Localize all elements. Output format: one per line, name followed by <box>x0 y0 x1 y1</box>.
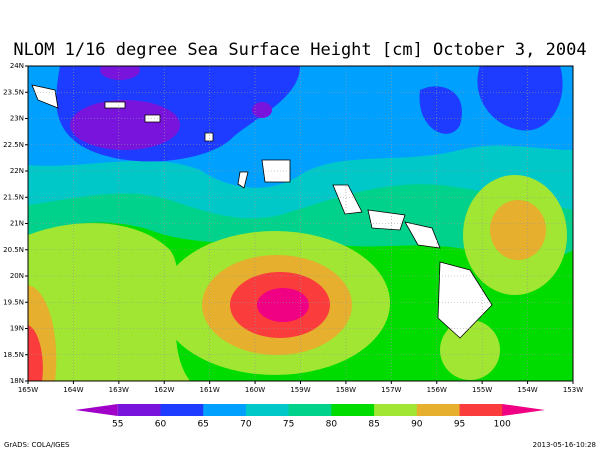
colorbar-box <box>160 404 204 416</box>
colorbar-box <box>288 404 332 416</box>
colorbar-box <box>331 404 375 416</box>
y-tick-label: 22N <box>10 167 24 175</box>
x-tick-label: 153W <box>563 386 583 394</box>
contour-fill <box>257 288 309 322</box>
colorbar-label: 80 <box>326 420 338 430</box>
y-tick-label: 24N <box>10 62 24 70</box>
x-tick-label: 157W <box>381 386 401 394</box>
colorbar-end <box>75 404 118 416</box>
contour-fill <box>70 100 180 150</box>
contour-fill <box>477 66 563 131</box>
island <box>144 114 161 123</box>
y-tick-label: 19.5N <box>3 298 24 306</box>
contour-fill <box>100 66 140 80</box>
contour-fill <box>252 102 272 118</box>
y-tick-label: 21N <box>10 220 24 228</box>
colorbar-label: 65 <box>197 420 208 430</box>
island <box>332 184 363 215</box>
footer-left: GrADS: COLA/IGES <box>4 441 70 449</box>
island <box>104 101 126 109</box>
y-tick-label: 20.5N <box>3 246 24 254</box>
x-tick-label: 161W <box>200 386 220 394</box>
x-tick-label: 155W <box>472 386 492 394</box>
colorbar-end <box>502 404 545 416</box>
y-tick-label: 18.5N <box>3 351 24 359</box>
x-tick-label: 156W <box>427 386 447 394</box>
x-tick-label: 162W <box>154 386 174 394</box>
colorbar-label: 85 <box>368 420 379 430</box>
contour-fill <box>490 200 546 260</box>
colorbar-label: 55 <box>112 420 123 430</box>
island <box>404 221 441 249</box>
island <box>261 159 291 183</box>
contour-fill <box>419 86 462 134</box>
x-tick-label: 163W <box>109 386 129 394</box>
island <box>367 209 406 231</box>
x-tick-label: 164W <box>63 386 83 394</box>
island <box>31 84 59 109</box>
y-tick-label: 20N <box>10 272 24 280</box>
island <box>204 132 214 142</box>
colorbar-box <box>117 404 161 416</box>
colorbar-label: 95 <box>454 420 465 430</box>
colorbar-label: 70 <box>240 420 252 430</box>
colorbar-label: 90 <box>411 420 423 430</box>
y-tick-label: 19N <box>10 325 24 333</box>
colorbar-label: 75 <box>283 420 294 430</box>
chart-title: NLOM 1/16 degree Sea Surface Height [cm]… <box>13 40 586 60</box>
colorbar-box <box>416 404 461 416</box>
x-tick-label: 165W <box>18 386 38 394</box>
colorbar-box <box>459 404 503 416</box>
y-tick-label: 21.5N <box>3 193 24 201</box>
x-tick-label: 160W <box>245 386 265 394</box>
contour-fill <box>440 320 500 380</box>
x-tick-label: 159W <box>290 386 310 394</box>
colorbar-box <box>245 404 290 416</box>
contour-fill <box>28 325 43 381</box>
y-tick-label: 23N <box>10 115 24 123</box>
footer-right: 2013-05-16-10:28 <box>533 441 596 449</box>
colorbar-box <box>203 404 247 416</box>
y-tick-label: 22.5N <box>3 141 24 149</box>
y-tick-label: 18N <box>10 377 24 385</box>
colorbar-label: 100 <box>494 420 511 430</box>
x-tick-label: 158W <box>336 386 356 394</box>
colorbar-box <box>374 404 418 416</box>
island <box>237 171 249 189</box>
colorbar-label: 60 <box>155 420 167 430</box>
plot-frame <box>27 65 574 382</box>
island <box>437 261 493 339</box>
x-tick-label: 154W <box>517 386 537 394</box>
y-tick-label: 23.5N <box>3 88 24 96</box>
